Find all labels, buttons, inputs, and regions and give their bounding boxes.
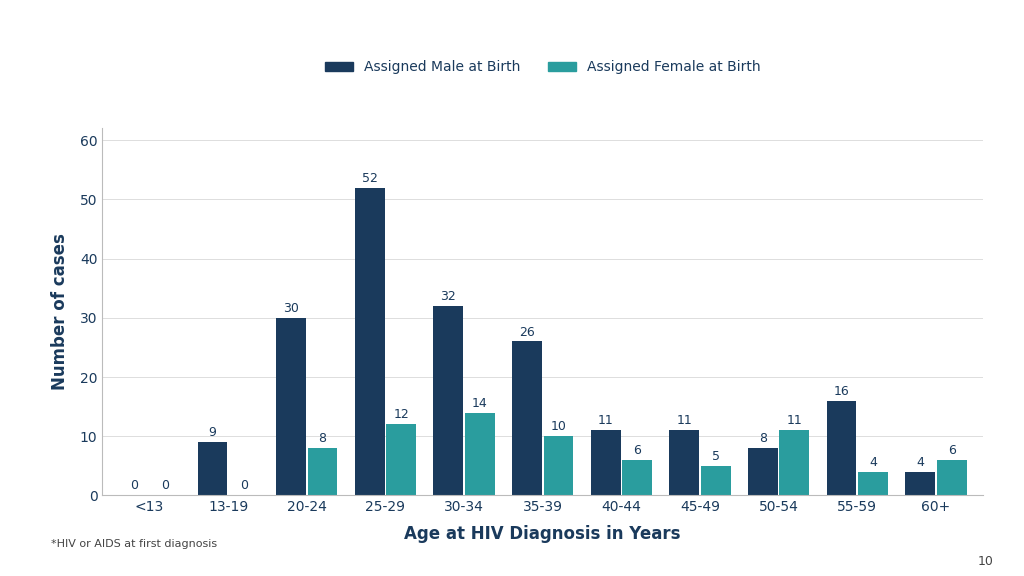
Bar (623, 460, 652, 495)
Text: 32: 32 (440, 290, 457, 303)
Bar (512, 342, 542, 495)
Text: Age at HIV Diagnosis* by Sex Assigned at Birth, Minnesota, 2019: Age at HIV Diagnosis* by Sex Assigned at… (104, 44, 920, 68)
Text: 0: 0 (130, 479, 138, 492)
Bar (748, 448, 778, 495)
Bar (544, 436, 573, 495)
Text: 52: 52 (361, 172, 378, 185)
Text: 14: 14 (472, 396, 487, 410)
Text: 6: 6 (947, 444, 955, 457)
Text: 30: 30 (284, 302, 299, 315)
Bar (591, 430, 621, 495)
Text: 26: 26 (519, 325, 535, 339)
Text: 11: 11 (598, 414, 613, 427)
Bar (465, 412, 495, 495)
Bar (386, 425, 416, 495)
Bar (276, 318, 306, 495)
Text: 16: 16 (834, 385, 849, 397)
Text: 12: 12 (393, 408, 409, 422)
Bar (826, 401, 856, 495)
Bar (354, 188, 385, 495)
Text: 9: 9 (209, 426, 216, 439)
Bar (433, 306, 463, 495)
X-axis label: Age at HIV Diagnosis in Years: Age at HIV Diagnosis in Years (404, 525, 681, 543)
Bar (198, 442, 227, 495)
Bar (779, 430, 809, 495)
Text: 8: 8 (318, 432, 327, 445)
Text: 10: 10 (551, 420, 566, 433)
Text: 0: 0 (240, 479, 248, 492)
Text: *HIV or AIDS at first diagnosis: *HIV or AIDS at first diagnosis (51, 539, 217, 550)
Bar (858, 472, 888, 495)
Bar (670, 430, 699, 495)
Bar (307, 448, 338, 495)
Text: 4: 4 (916, 456, 924, 469)
Bar (700, 466, 731, 495)
Text: 8: 8 (759, 432, 767, 445)
Bar (905, 472, 935, 495)
Y-axis label: Number of cases: Number of cases (51, 233, 69, 391)
Text: 5: 5 (712, 450, 720, 463)
Text: 4: 4 (869, 456, 877, 469)
Text: 6: 6 (633, 444, 641, 457)
Text: 0: 0 (162, 479, 169, 492)
Legend: Assigned Male at Birth, Assigned Female at Birth: Assigned Male at Birth, Assigned Female … (319, 55, 766, 80)
Text: 11: 11 (786, 414, 802, 427)
Bar (937, 460, 967, 495)
Text: 11: 11 (677, 414, 692, 427)
Text: 10: 10 (977, 555, 993, 568)
